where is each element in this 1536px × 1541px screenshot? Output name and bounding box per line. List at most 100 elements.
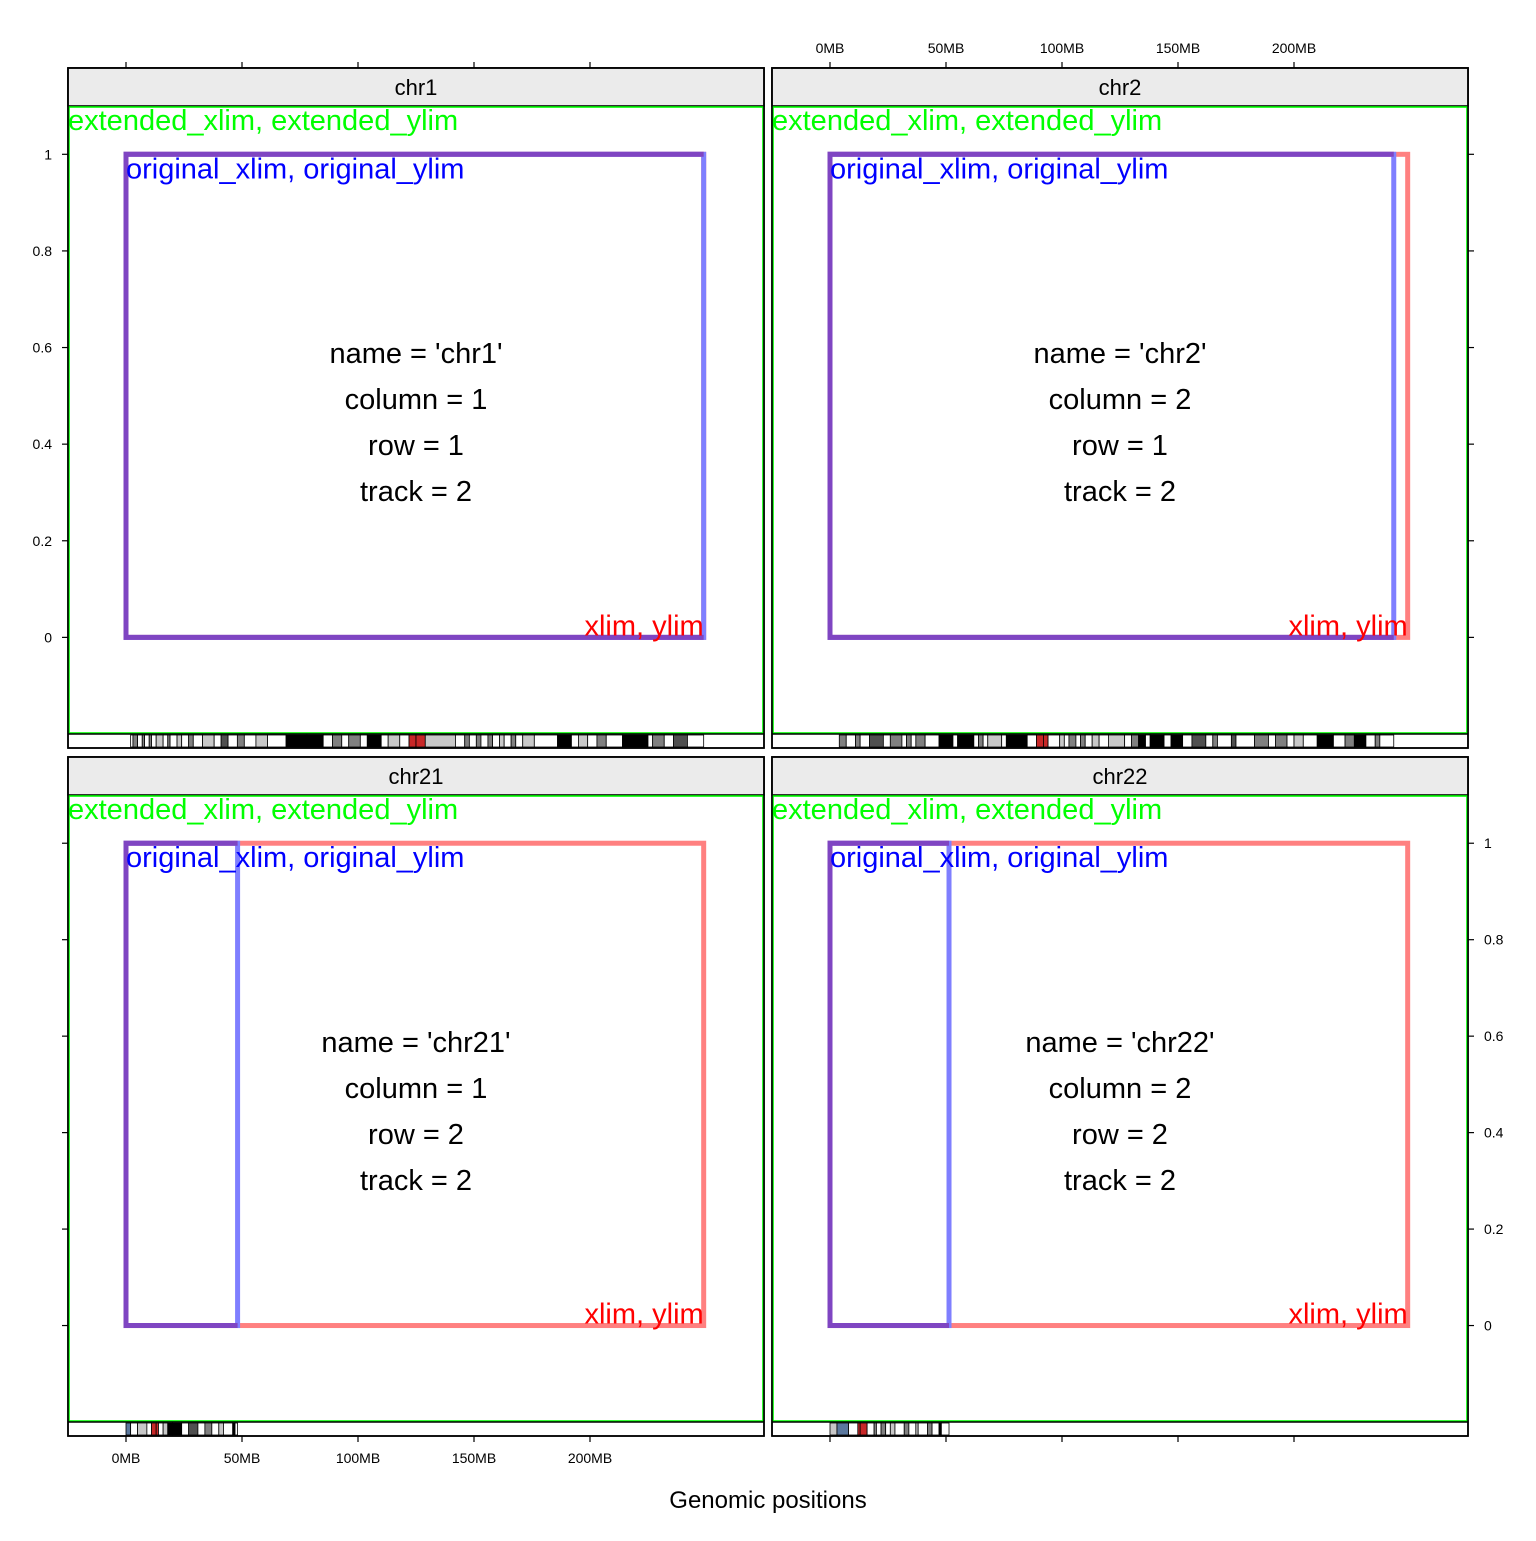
cytoband	[415, 734, 426, 748]
current-label: xlim, ylim	[1288, 610, 1407, 642]
cytoband	[938, 734, 954, 748]
y-tick-label: 0.4	[33, 436, 53, 452]
cytoband	[889, 1422, 896, 1436]
cytoband	[424, 734, 456, 748]
x-tick-label: 150MB	[452, 1450, 496, 1466]
extended-box	[68, 106, 764, 734]
cytoband	[1131, 734, 1139, 748]
cytoband	[901, 734, 907, 748]
cytoband	[605, 734, 623, 748]
cytoband	[1124, 734, 1133, 748]
cytoband	[1217, 734, 1232, 748]
cytoband	[125, 1422, 132, 1436]
cytoband	[889, 734, 903, 748]
x-tick-label: 200MB	[1272, 40, 1316, 56]
panel-chr22: chr22 extended_xlim, extended_ylimorigina…	[771, 756, 1504, 1442]
cytoband	[869, 734, 884, 748]
cytoband	[171, 1422, 183, 1436]
panel-border	[771, 67, 1469, 749]
cytoband	[952, 734, 959, 748]
extended-label: extended_xlim, extended_ylim	[772, 105, 1162, 137]
panel-info-line: row = 1	[368, 430, 464, 462]
cytoband	[1191, 734, 1207, 748]
cytoband	[146, 1422, 152, 1436]
cytoband	[492, 734, 500, 748]
cytoband	[243, 734, 257, 748]
cytoband	[1001, 734, 1007, 748]
cytoband	[234, 1422, 238, 1436]
y-tick-label: 0.2	[1484, 1221, 1504, 1237]
strip	[771, 756, 1469, 796]
extended-box	[772, 795, 1468, 1422]
cytoband	[908, 1422, 917, 1436]
x-tick-label: 150MB	[1156, 40, 1200, 56]
cytoband	[223, 1422, 234, 1436]
cytoband	[181, 734, 190, 748]
cytoband	[848, 1422, 859, 1436]
x-tick-label: 50MB	[928, 40, 965, 56]
cytoband	[387, 734, 401, 748]
y-tick-label: 1	[1484, 835, 1492, 851]
y-tick-label: 0	[44, 629, 52, 645]
current-label: xlim, ylim	[584, 610, 703, 642]
extended-label: extended_xlim, extended_ylim	[772, 794, 1162, 826]
cytoband	[487, 734, 493, 748]
cytoband	[158, 1422, 164, 1436]
cytoband	[227, 734, 238, 748]
cytoband	[924, 734, 940, 748]
cytoband	[480, 734, 489, 748]
cytoband	[499, 734, 505, 748]
current-label: xlim, ylim	[584, 1299, 703, 1331]
cytoband	[408, 734, 417, 748]
x-tick-label: 100MB	[336, 1450, 380, 1466]
x-tick-label: 50MB	[224, 1450, 261, 1466]
current-label: xlim, ylim	[1288, 1299, 1407, 1331]
panel-info-line: row = 2	[368, 1119, 464, 1151]
cytoband	[1254, 734, 1269, 748]
cytoband	[687, 734, 705, 748]
cytoband	[455, 734, 466, 748]
cytoband	[167, 1422, 173, 1436]
extended-label: extended_xlim, extended_ylim	[68, 105, 458, 137]
cytoband	[557, 734, 572, 748]
cytoband	[1026, 734, 1037, 748]
cytoband	[647, 734, 654, 748]
cytoband	[1365, 734, 1376, 748]
cytoband	[866, 1422, 875, 1436]
x-tick-label: 200MB	[568, 1450, 612, 1466]
cytoband	[202, 734, 215, 748]
cytoband	[1036, 734, 1044, 748]
cytoband	[1059, 734, 1065, 748]
cytoband	[130, 1422, 138, 1436]
cytoband	[859, 1422, 868, 1436]
cytoband	[464, 734, 470, 748]
panel-info-line: track = 2	[1064, 1165, 1176, 1197]
cytoband	[137, 1422, 148, 1436]
panel-info-line: row = 1	[1072, 430, 1168, 462]
cytoband	[1108, 734, 1126, 748]
cytoband	[1286, 734, 1295, 748]
overlap-edges	[827, 840, 950, 1329]
cytoband	[1212, 734, 1218, 748]
cytoband	[1374, 734, 1381, 748]
cytoband	[144, 734, 150, 748]
overlap-edges	[123, 840, 238, 1329]
cytoband	[571, 734, 579, 748]
panel-info-line: name = 'chr22'	[1025, 1027, 1214, 1059]
cytoband	[503, 734, 512, 748]
cytoband	[399, 734, 410, 748]
cytoband	[1235, 734, 1255, 748]
panel-info-line: name = 'chr2'	[1033, 338, 1206, 370]
cytoband	[1075, 734, 1081, 748]
cytoband	[380, 734, 389, 748]
cytoband	[359, 734, 368, 748]
cytoband	[1333, 734, 1346, 748]
cytoband	[204, 1422, 213, 1436]
cytoband	[211, 1422, 220, 1436]
cytoband	[188, 734, 194, 748]
cytoband	[181, 1422, 190, 1436]
cytoband	[915, 734, 926, 748]
cytoband	[255, 734, 268, 748]
cytoband	[1005, 734, 1028, 748]
